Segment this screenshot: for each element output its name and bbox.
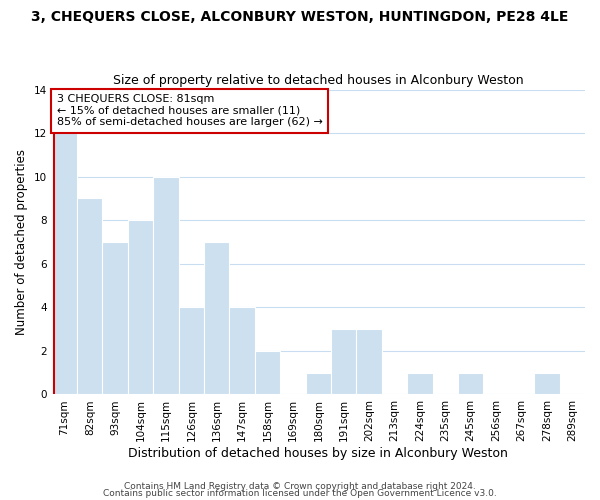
Text: Contains public sector information licensed under the Open Government Licence v3: Contains public sector information licen… <box>103 489 497 498</box>
Bar <box>356 329 382 394</box>
X-axis label: Distribution of detached houses by size in Alconbury Weston: Distribution of detached houses by size … <box>128 447 508 460</box>
Bar <box>255 351 280 395</box>
Bar <box>179 308 204 394</box>
Bar <box>305 372 331 394</box>
Bar <box>534 372 560 394</box>
Y-axis label: Number of detached properties: Number of detached properties <box>15 149 28 335</box>
Text: Contains HM Land Registry data © Crown copyright and database right 2024.: Contains HM Land Registry data © Crown c… <box>124 482 476 491</box>
Bar <box>204 242 229 394</box>
Bar <box>52 133 77 394</box>
Bar <box>229 308 255 394</box>
Bar <box>458 372 484 394</box>
Bar <box>77 198 103 394</box>
Bar <box>103 242 128 394</box>
Bar <box>153 176 179 394</box>
Bar <box>128 220 153 394</box>
Bar <box>407 372 433 394</box>
Title: Size of property relative to detached houses in Alconbury Weston: Size of property relative to detached ho… <box>113 74 524 87</box>
Bar <box>331 329 356 394</box>
Text: 3, CHEQUERS CLOSE, ALCONBURY WESTON, HUNTINGDON, PE28 4LE: 3, CHEQUERS CLOSE, ALCONBURY WESTON, HUN… <box>31 10 569 24</box>
Text: 3 CHEQUERS CLOSE: 81sqm
← 15% of detached houses are smaller (11)
85% of semi-de: 3 CHEQUERS CLOSE: 81sqm ← 15% of detache… <box>57 94 323 128</box>
